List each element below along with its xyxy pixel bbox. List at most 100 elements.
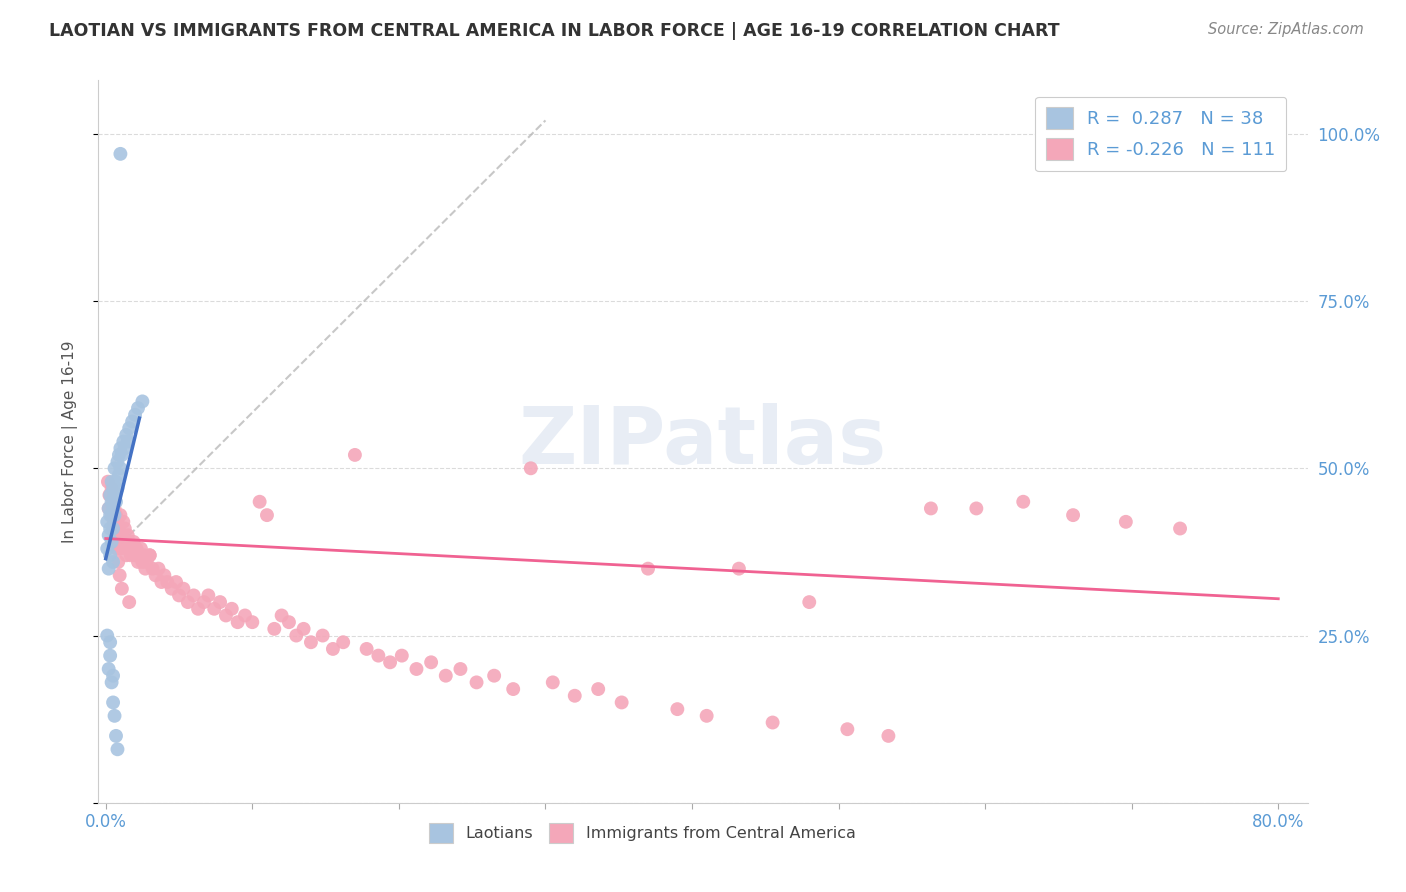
Point [101, 669, 124, 683]
Point [97, 475, 120, 489]
Point [167, 589, 190, 603]
Point [920, 501, 942, 516]
Point [115, 548, 138, 563]
Point [129, 541, 152, 556]
Point [1168, 521, 1191, 535]
Point [877, 729, 900, 743]
Point [115, 427, 138, 442]
Point [118, 421, 141, 435]
Point [96, 541, 118, 556]
Point [100, 675, 122, 690]
Point [183, 589, 205, 603]
Point [165, 575, 187, 590]
Point [118, 595, 141, 609]
Point [520, 461, 543, 475]
Point [100, 508, 122, 523]
Point [142, 562, 165, 576]
Point [541, 675, 564, 690]
Point [100, 494, 122, 508]
Point [112, 515, 135, 529]
Point [110, 442, 132, 455]
Point [110, 508, 132, 523]
Point [434, 669, 457, 683]
Point [98, 548, 121, 563]
Point [111, 582, 134, 596]
Point [105, 475, 128, 489]
Point [110, 461, 132, 475]
Point [105, 729, 128, 743]
Point [96, 515, 118, 529]
Point [378, 655, 401, 669]
Point [177, 595, 200, 609]
Point [122, 534, 145, 549]
Point [226, 615, 249, 630]
Point [121, 414, 143, 429]
Point [96, 628, 118, 642]
Point [101, 521, 124, 535]
Point [107, 742, 129, 756]
Point [391, 648, 413, 663]
Point [285, 628, 308, 642]
Point [187, 602, 209, 616]
Point [101, 494, 124, 508]
Point [121, 541, 143, 556]
Point [1062, 508, 1084, 523]
Point [127, 401, 149, 416]
Point [356, 642, 378, 657]
Point [145, 568, 167, 582]
Point [610, 696, 633, 710]
Point [127, 555, 149, 569]
Point [103, 501, 125, 516]
Point [110, 541, 132, 556]
Point [103, 508, 125, 523]
Point [150, 575, 173, 590]
Point [148, 562, 170, 576]
Point [728, 562, 751, 576]
Point [135, 555, 157, 569]
Point [124, 548, 146, 563]
Point [405, 662, 427, 676]
Point [1012, 494, 1035, 508]
Point [104, 528, 127, 542]
Point [103, 708, 125, 723]
Point [124, 408, 146, 422]
Point [128, 548, 150, 563]
Point [97, 501, 120, 516]
Point [249, 494, 271, 508]
Point [240, 615, 263, 630]
Point [299, 635, 322, 649]
Point [156, 575, 179, 590]
Point [101, 555, 124, 569]
Point [132, 548, 155, 563]
Point [263, 622, 285, 636]
Point [101, 482, 124, 496]
Y-axis label: In Labor Force | Age 16-19: In Labor Force | Age 16-19 [62, 340, 77, 543]
Point [103, 515, 125, 529]
Point [172, 582, 194, 596]
Point [100, 534, 122, 549]
Point [101, 501, 124, 516]
Point [666, 702, 689, 716]
Point [98, 488, 121, 502]
Point [138, 548, 160, 563]
Point [202, 602, 225, 616]
Point [100, 482, 122, 496]
Point [118, 534, 141, 549]
Point [114, 521, 136, 535]
Point [117, 541, 139, 556]
Point [103, 461, 125, 475]
Point [97, 662, 120, 676]
Point [105, 541, 128, 556]
Point [108, 467, 131, 482]
Point [965, 501, 987, 516]
Point [332, 635, 354, 649]
Point [449, 662, 471, 676]
Point [114, 534, 136, 549]
Point [103, 488, 125, 502]
Point [270, 608, 292, 623]
Point [420, 655, 443, 669]
Point [1115, 515, 1137, 529]
Point [98, 521, 121, 535]
Point [311, 628, 333, 642]
Point [586, 681, 609, 696]
